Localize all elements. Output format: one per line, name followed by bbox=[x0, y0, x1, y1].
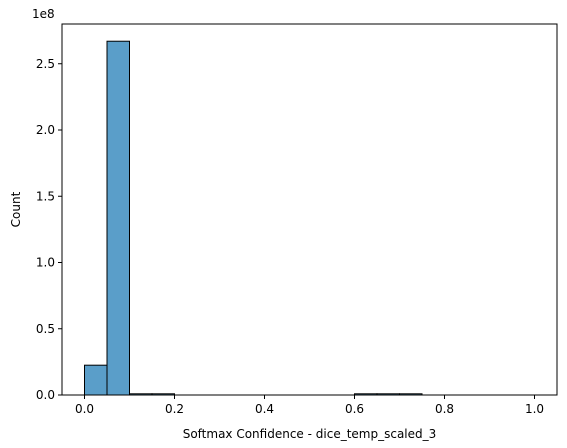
y-tick-label: 0.0 bbox=[36, 388, 55, 402]
x-tick-label: 0.6 bbox=[345, 402, 364, 416]
y-tick-label: 2.0 bbox=[36, 123, 55, 137]
x-tick-label: 0.2 bbox=[165, 402, 184, 416]
histogram-bar bbox=[106, 40, 130, 396]
y-tick-label: 1.0 bbox=[36, 256, 55, 270]
x-axis-ticks: 0.0 0.2 0.4 0.6 0.8 1.0 bbox=[75, 395, 544, 416]
y-tick-label: 2.5 bbox=[36, 57, 55, 71]
x-axis-label: Softmax Confidence - dice_temp_scaled_3 bbox=[183, 427, 437, 441]
histogram-bars bbox=[84, 40, 423, 396]
y-tick-label: 0.5 bbox=[36, 322, 55, 336]
x-tick-label: 1.0 bbox=[525, 402, 544, 416]
x-tick-label: 0.0 bbox=[75, 402, 94, 416]
y-axis-label: Count bbox=[9, 191, 23, 227]
y-axis-ticks: 0.0 0.5 1.0 1.5 2.0 2.5 bbox=[36, 57, 62, 402]
y-tick-label: 1.5 bbox=[36, 189, 55, 203]
y-axis-offset-label: 1e8 bbox=[32, 7, 55, 21]
x-tick-label: 0.4 bbox=[255, 402, 274, 416]
plot-frame bbox=[61, 23, 558, 396]
histogram-bar bbox=[84, 364, 108, 396]
x-tick-label: 0.8 bbox=[435, 402, 454, 416]
